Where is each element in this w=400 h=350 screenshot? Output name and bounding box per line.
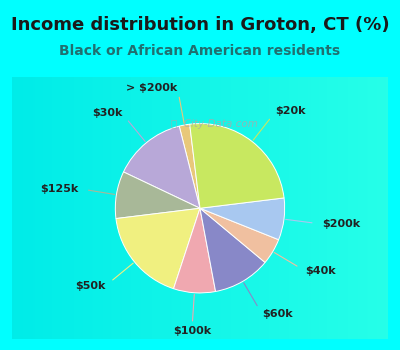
Wedge shape [116,208,200,289]
Wedge shape [200,208,265,292]
Text: ⓘ  City-Data.com: ⓘ City-Data.com [171,119,258,129]
Wedge shape [179,124,200,208]
Text: $100k: $100k [173,326,211,336]
Wedge shape [124,126,200,208]
Text: $125k: $125k [40,184,79,194]
Text: > $200k: > $200k [126,83,178,92]
Text: Black or African American residents: Black or African American residents [60,44,340,58]
Wedge shape [200,198,285,240]
Wedge shape [174,208,216,293]
Text: $60k: $60k [262,309,293,319]
Text: $50k: $50k [75,281,105,291]
Text: $20k: $20k [276,106,306,117]
Text: $200k: $200k [322,219,360,229]
Text: Income distribution in Groton, CT (%): Income distribution in Groton, CT (%) [11,16,389,34]
Wedge shape [190,124,284,208]
Wedge shape [115,172,200,218]
Wedge shape [200,208,279,262]
Text: $40k: $40k [306,266,336,276]
Text: $30k: $30k [92,108,122,118]
